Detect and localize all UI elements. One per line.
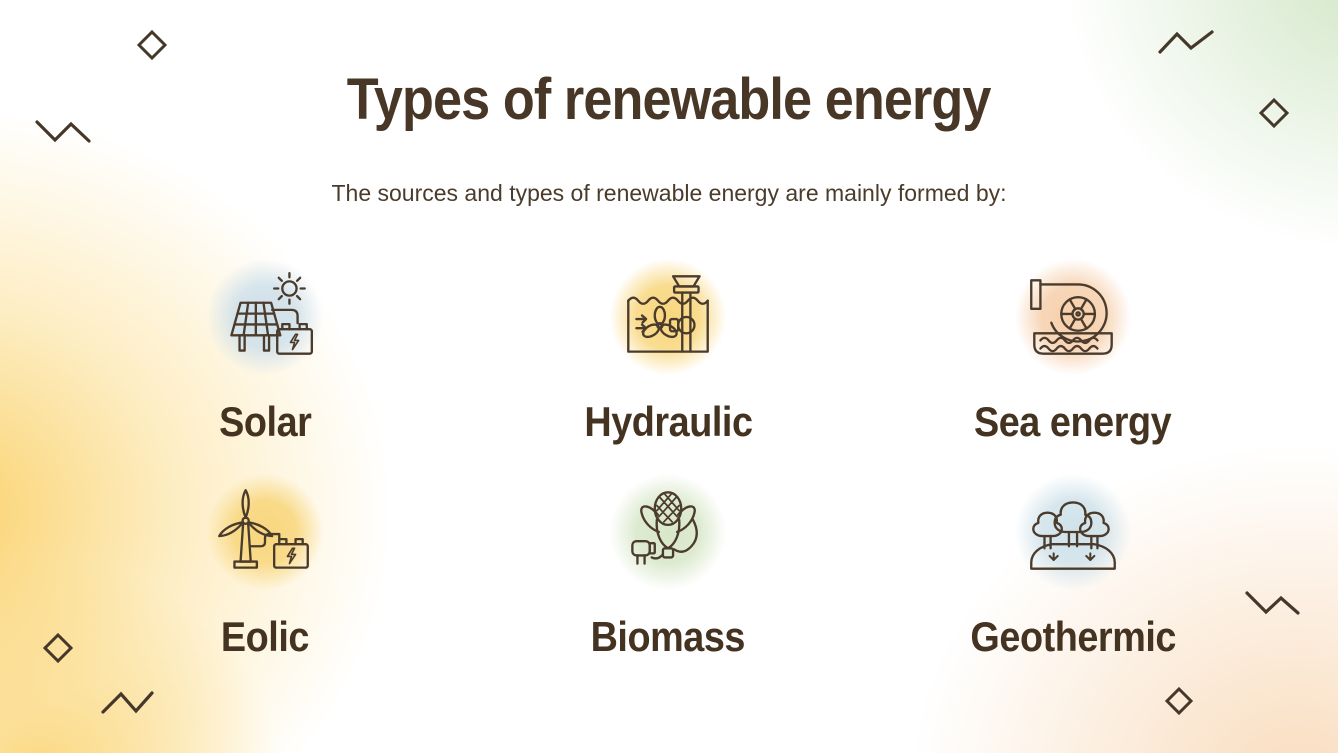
diamond-icon [1258, 97, 1290, 129]
zigzag-icon [1245, 591, 1300, 615]
card-label: Eolic [220, 613, 310, 660]
energy-card-sea-energy: Sea energy [923, 238, 1223, 446]
wind-turbine-battery-icon [218, 489, 309, 569]
icon-blob [994, 238, 1152, 396]
diamond-icon [42, 632, 74, 664]
card-label: Sea energy [974, 398, 1172, 445]
icon-blob [994, 453, 1152, 611]
energy-card-eolic: Eolic [115, 453, 415, 661]
page-title: Types of renewable energy [347, 67, 992, 132]
trees-geothermal-icon [1030, 501, 1116, 570]
energy-card-hydraulic: Hydraulic [518, 238, 818, 446]
zigzag-icon [101, 691, 154, 714]
solar-panel-battery-icon [230, 272, 314, 355]
energy-card-biomass: Biomass [518, 453, 818, 661]
zigzag-icon [35, 120, 91, 143]
subtitle-row: The sources and types of renewable energ… [0, 180, 1338, 207]
subtitle: The sources and types of renewable energ… [331, 180, 1007, 206]
icon-blob [589, 238, 747, 396]
water-wheel-waves-icon [1030, 279, 1113, 355]
icon-blob [186, 238, 344, 396]
icon-blob [589, 453, 747, 611]
zigzag-icon [1158, 30, 1214, 54]
water-turbine-tank-icon [627, 275, 709, 353]
card-label: Solar [218, 398, 312, 445]
icon-blob [186, 453, 344, 611]
energy-card-solar: Solar [115, 238, 415, 446]
card-label: Geothermic [970, 613, 1176, 660]
card-label: Hydraulic [583, 398, 753, 445]
card-label: Biomass [590, 613, 746, 660]
title-row: Types of renewable energy [0, 66, 1338, 133]
diamond-icon [1164, 686, 1194, 716]
energy-card-geothermic: Geothermic [923, 453, 1223, 661]
diamond-icon [136, 29, 168, 61]
corn-plug-icon [631, 491, 698, 565]
